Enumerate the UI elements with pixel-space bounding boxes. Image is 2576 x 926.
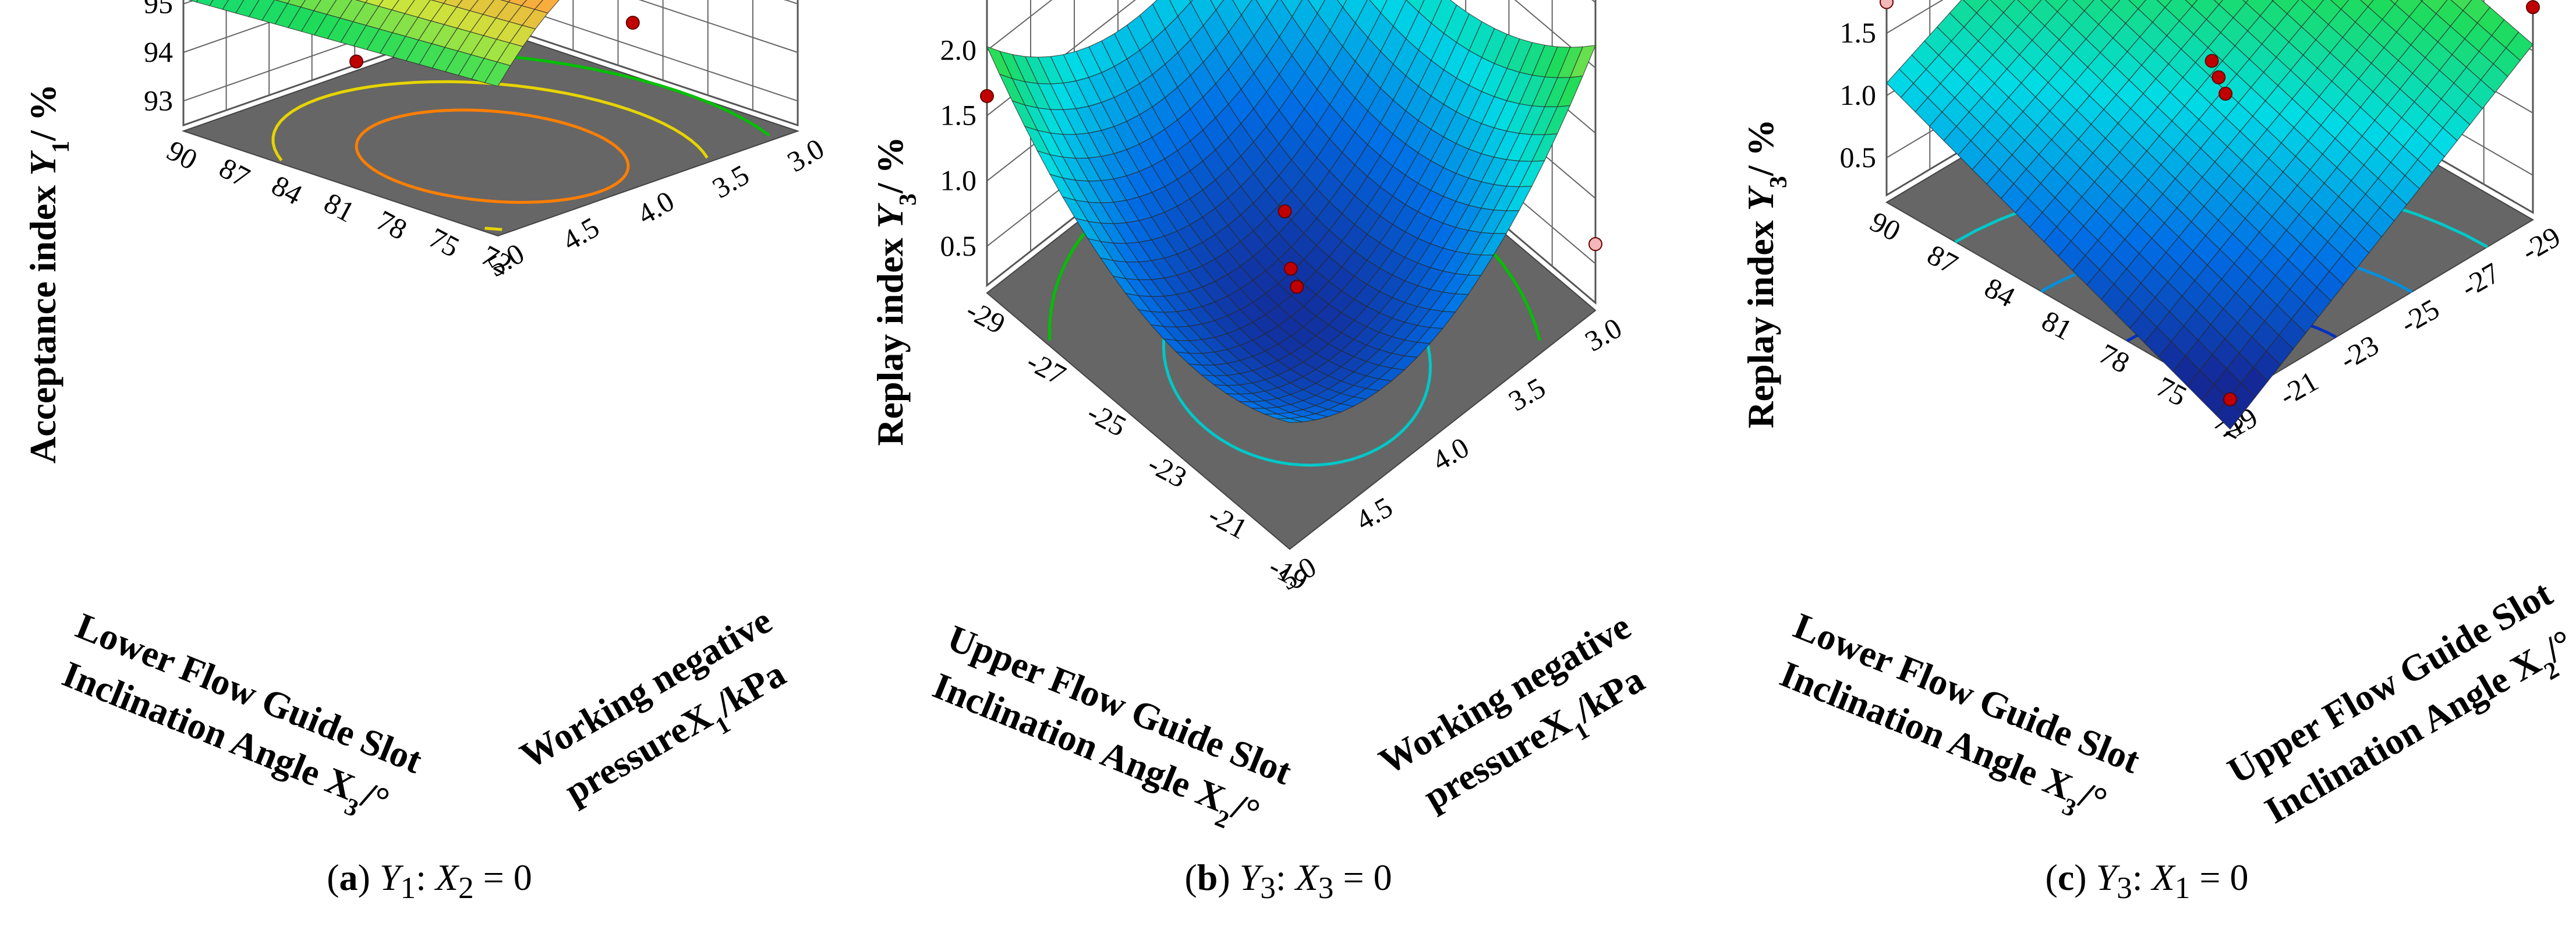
caption-fixed: X (1295, 857, 1318, 898)
x-tick-label: 84 (267, 169, 307, 211)
y-tick-label: -27 (2455, 256, 2506, 304)
surface-cell (2215, 398, 2244, 430)
design-point (2211, 70, 2226, 84)
z-tick-label: 1.5 (940, 99, 977, 132)
y-tick-label: 4.0 (1427, 430, 1474, 477)
y-tick-label: 4.0 (632, 184, 680, 231)
caption-response: Y (1239, 857, 1261, 898)
panel-a: 939495969798908784817875723.03.54.04.55.… (0, 0, 859, 926)
right-back-wall (482, 0, 799, 127)
surface-plot-a: 939495969798908784817875723.03.54.04.55.… (22, 0, 830, 822)
x-tick-label: 75 (424, 221, 465, 264)
panel-b: 0.51.01.52.02.53.0-29-27-25-23-21-193.03… (859, 0, 1718, 926)
x-tick-label: 84 (1979, 271, 2020, 313)
contour-line (484, 227, 503, 231)
caption-fixed-sub: 2 (458, 870, 474, 905)
caption-a: (a) Y1: X2 = 0 (327, 857, 532, 905)
contour-line (355, 108, 630, 204)
surface-mesh (986, 0, 1596, 423)
caption-b: (b) Y3: X3 = 0 (1184, 857, 1392, 905)
caption-label: c (2057, 857, 2075, 898)
caption-response: Y (379, 857, 401, 898)
caption-equals: = 0 (483, 857, 532, 898)
caption-response-sub: 3 (2117, 870, 2132, 905)
x-tick-label: 87 (214, 151, 255, 194)
x-tick-label: 78 (371, 204, 412, 246)
z-tick-label: 0.5 (1840, 141, 1877, 174)
y-tick-label: 3.5 (1503, 371, 1551, 418)
y-tick-label: -23 (2334, 328, 2384, 376)
z-tick-label: 1.5 (1840, 16, 1877, 49)
surface-mesh (187, 0, 787, 87)
caption-response-sub: 3 (1260, 870, 1276, 905)
z-tick-label: 2.5 (940, 0, 977, 1)
design-point (2526, 0, 2540, 15)
z-tick-label: 1.0 (1840, 79, 1877, 111)
x-tick-label: 81 (2037, 304, 2078, 347)
z-tick-label: 1.0 (940, 164, 977, 197)
caption-label: b (1197, 857, 1218, 898)
design-point (1588, 237, 1602, 252)
y-tick-label: -21 (2274, 365, 2324, 412)
design-point (980, 89, 994, 103)
y-tick-label: 3.0 (1579, 311, 1627, 358)
design-point (2218, 86, 2233, 101)
design-point (2223, 392, 2237, 407)
x-tick-label: 78 (2094, 337, 2135, 380)
y-tick-label: 3.0 (781, 132, 829, 178)
caption-label: a (339, 857, 358, 898)
x-tick-label: 87 (1922, 238, 1963, 281)
design-point (2205, 54, 2219, 68)
design-point (1880, 0, 1894, 9)
surface-mesh (1886, 0, 2533, 430)
surface-plot-b: 0.51.01.52.02.53.0-29-27-25-23-21-193.03… (869, 0, 1651, 834)
design-point (1278, 204, 1292, 218)
surface-cell (484, 61, 511, 87)
wall-grid-line (183, 0, 798, 102)
design-point (1283, 261, 1298, 276)
z-tick-label: 94 (144, 36, 173, 68)
caption-equals: = 0 (2199, 857, 2249, 898)
z-axis-title: Replay index Y3/ % (1740, 119, 1792, 428)
contour-line (271, 80, 709, 161)
caption-equals: = 0 (1343, 857, 1392, 898)
x-tick-label: 81 (319, 186, 360, 229)
y-tick-label: 4.5 (557, 210, 604, 257)
caption-response: Y (2096, 857, 2117, 898)
y-tick-label: 4.5 (1350, 490, 1398, 537)
y-tick-label: -29 (2516, 220, 2566, 268)
y-tick-label: 3.5 (707, 158, 755, 204)
z-tick-label: 2.0 (940, 34, 977, 66)
z-axis-title: Replay index Y3/ % (869, 136, 922, 446)
caption-fixed-sub: 3 (1318, 870, 1334, 905)
caption-response-sub: 1 (400, 870, 416, 905)
z-tick-label: 93 (144, 84, 173, 116)
design-point (1290, 280, 1304, 294)
surface-plot-c: 0.51.01.52.02.53.090878481787572-29-27-2… (1740, 0, 2576, 832)
x-tick-label: 90 (162, 134, 203, 176)
x-tick-label: 90 (1865, 205, 1906, 248)
z-tick-label: 0.5 (940, 229, 977, 262)
y-tick-label: -25 (2395, 292, 2445, 340)
design-point (349, 54, 363, 69)
design-point (625, 16, 640, 30)
caption-c: (c) Y3: X1 = 0 (2045, 857, 2249, 905)
caption-fixed-sub: 1 (2174, 870, 2191, 905)
z-tick-label: 95 (144, 0, 173, 20)
surface-cell (1277, 418, 1303, 423)
caption-fixed: X (2152, 857, 2175, 898)
panel-c: 0.51.01.52.02.53.090878481787572-29-27-2… (1718, 0, 2576, 926)
z-axis-title: Acceptance index Y1/ % (22, 84, 75, 464)
caption-fixed: X (435, 857, 458, 898)
